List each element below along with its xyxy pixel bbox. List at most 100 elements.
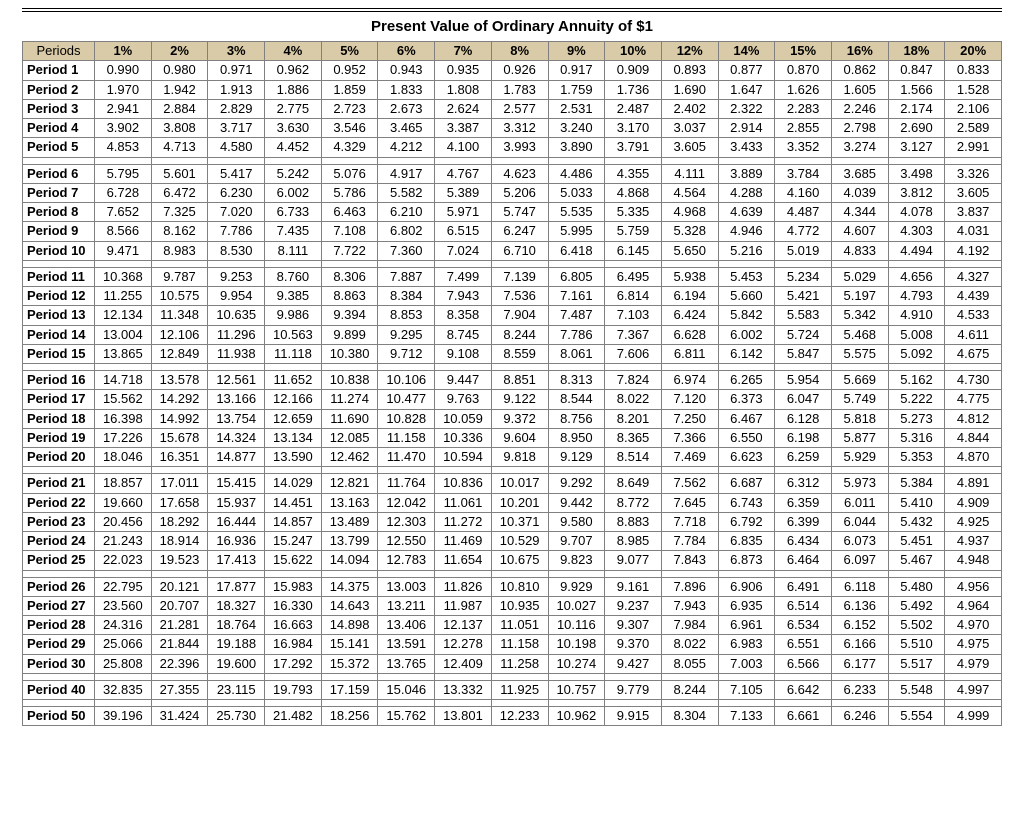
- value-cell: 11.061: [435, 493, 492, 512]
- value-cell: 13.211: [378, 596, 435, 615]
- period-label-cell: Period 30: [23, 654, 95, 673]
- value-cell: 4.767: [435, 164, 492, 183]
- value-cell: 6.194: [661, 287, 718, 306]
- value-cell: 6.814: [605, 287, 662, 306]
- value-cell: 17.877: [208, 577, 265, 596]
- value-cell: 8.566: [95, 222, 152, 241]
- value-cell: 8.244: [491, 325, 548, 344]
- value-cell: 3.808: [151, 119, 208, 138]
- value-cell: 7.562: [661, 474, 718, 493]
- value-cell: 5.492: [888, 596, 945, 615]
- value-cell: 0.862: [831, 61, 888, 80]
- value-cell: 5.410: [888, 493, 945, 512]
- value-cell: 16.398: [95, 409, 152, 428]
- value-cell: 4.948: [945, 551, 1002, 570]
- value-cell: 6.661: [775, 707, 832, 726]
- value-cell: 6.424: [661, 306, 718, 325]
- value-cell: 10.935: [491, 596, 548, 615]
- value-cell: 1.626: [775, 80, 832, 99]
- value-cell: 9.929: [548, 577, 605, 596]
- value-cell: 31.424: [151, 707, 208, 726]
- value-cell: 5.162: [888, 371, 945, 390]
- value-cell: 10.575: [151, 287, 208, 306]
- value-cell: 2.798: [831, 119, 888, 138]
- value-cell: 5.929: [831, 448, 888, 467]
- value-cell: 13.166: [208, 390, 265, 409]
- value-cell: 9.129: [548, 448, 605, 467]
- value-cell: 10.336: [435, 428, 492, 447]
- value-cell: 3.605: [945, 183, 1002, 202]
- value-cell: 3.630: [265, 119, 322, 138]
- value-cell: 12.233: [491, 707, 548, 726]
- value-cell: 5.938: [661, 267, 718, 286]
- value-cell: 9.442: [548, 493, 605, 512]
- table-row: Period 4032.83527.35523.11519.79317.1591…: [23, 680, 1002, 699]
- value-cell: 6.145: [605, 241, 662, 260]
- table-row: Period 76.7286.4726.2306.0025.7865.5825.…: [23, 183, 1002, 202]
- value-cell: 13.591: [378, 635, 435, 654]
- value-cell: 12.783: [378, 551, 435, 570]
- value-cell: 1.783: [491, 80, 548, 99]
- value-cell: 2.487: [605, 99, 662, 118]
- value-cell: 6.961: [718, 616, 775, 635]
- value-cell: 8.985: [605, 532, 662, 551]
- value-cell: 8.365: [605, 428, 662, 447]
- value-cell: 21.243: [95, 532, 152, 551]
- table-row: Period 1211.25510.5759.9549.3858.8638.38…: [23, 287, 1002, 306]
- value-cell: 7.133: [718, 707, 775, 726]
- value-cell: 1.759: [548, 80, 605, 99]
- value-cell: 7.250: [661, 409, 718, 428]
- value-cell: 14.324: [208, 428, 265, 447]
- value-cell: 5.786: [321, 183, 378, 202]
- value-cell: 11.469: [435, 532, 492, 551]
- value-cell: 0.926: [491, 61, 548, 80]
- value-cell: 8.022: [661, 635, 718, 654]
- value-cell: 9.707: [548, 532, 605, 551]
- value-cell: 13.865: [95, 344, 152, 363]
- value-cell: 5.335: [605, 203, 662, 222]
- value-cell: 22.396: [151, 654, 208, 673]
- value-cell: 5.342: [831, 306, 888, 325]
- value-cell: 6.491: [775, 577, 832, 596]
- value-cell: 2.723: [321, 99, 378, 118]
- value-cell: 4.607: [831, 222, 888, 241]
- value-cell: 7.536: [491, 287, 548, 306]
- table-row: Period 1715.56214.29213.16612.16611.2741…: [23, 390, 1002, 409]
- value-cell: 10.563: [265, 325, 322, 344]
- value-cell: 6.418: [548, 241, 605, 260]
- value-cell: 25.808: [95, 654, 152, 673]
- value-cell: 4.486: [548, 164, 605, 183]
- value-cell: 5.234: [775, 267, 832, 286]
- table-row: Period 2622.79520.12117.87715.98314.3751…: [23, 577, 1002, 596]
- value-cell: 9.823: [548, 551, 605, 570]
- value-cell: 5.583: [775, 306, 832, 325]
- table-row: Period 87.6527.3257.0206.7336.4636.2105.…: [23, 203, 1002, 222]
- value-cell: 7.645: [661, 493, 718, 512]
- value-cell: 10.371: [491, 512, 548, 531]
- value-cell: 4.979: [945, 654, 1002, 673]
- period-label-cell: Period 24: [23, 532, 95, 551]
- value-cell: 3.546: [321, 119, 378, 138]
- value-cell: 5.535: [548, 203, 605, 222]
- value-cell: 6.906: [718, 577, 775, 596]
- value-cell: 4.970: [945, 616, 1002, 635]
- table-row: Period 2522.02319.52317.41315.62214.0941…: [23, 551, 1002, 570]
- value-cell: 8.559: [491, 344, 548, 363]
- value-cell: 5.759: [605, 222, 662, 241]
- value-cell: 9.077: [605, 551, 662, 570]
- value-cell: 4.656: [888, 267, 945, 286]
- value-cell: 12.303: [378, 512, 435, 531]
- value-cell: 4.192: [945, 241, 1002, 260]
- table-row: Period 109.4718.9838.5308.1117.7227.3607…: [23, 241, 1002, 260]
- value-cell: 7.984: [661, 616, 718, 635]
- value-cell: 5.973: [831, 474, 888, 493]
- value-cell: 12.462: [321, 448, 378, 467]
- value-cell: 4.997: [945, 680, 1002, 699]
- value-cell: 2.855: [775, 119, 832, 138]
- value-cell: 11.938: [208, 344, 265, 363]
- value-cell: 4.975: [945, 635, 1002, 654]
- value-cell: 6.044: [831, 512, 888, 531]
- value-cell: 6.802: [378, 222, 435, 241]
- period-label-cell: Period 5: [23, 138, 95, 157]
- value-cell: 7.499: [435, 267, 492, 286]
